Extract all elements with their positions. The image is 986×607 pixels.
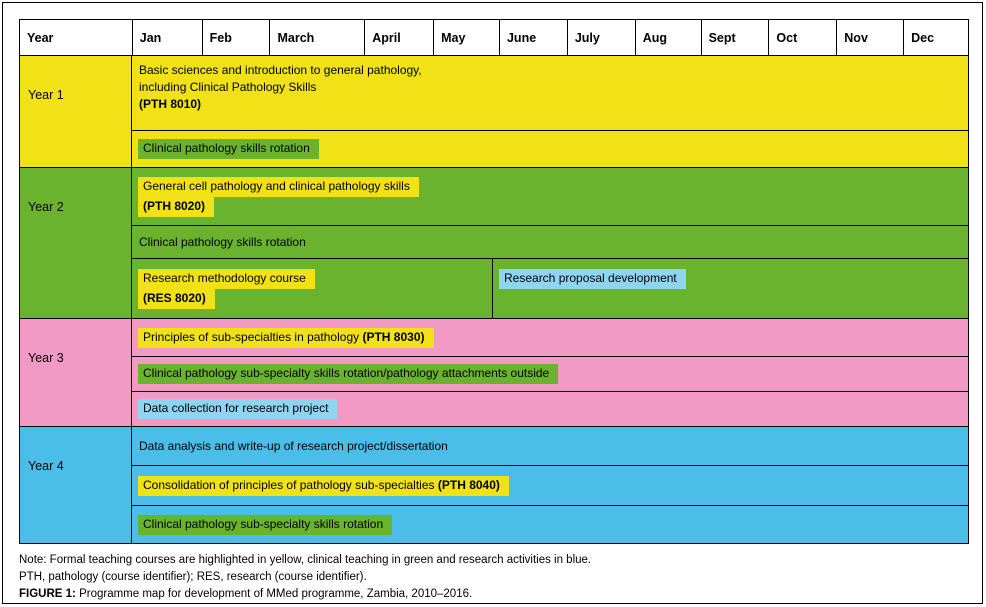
blue-highlight-bar: Research proposal development: [499, 269, 686, 289]
header-month-aug: Aug: [634, 20, 701, 55]
year-2-block: Year 2 General cell pathology and clinic…: [20, 167, 968, 318]
year4-subspecialty-rotation-row: Clinical pathology sub-specialty skills …: [132, 505, 968, 543]
course-text-line: Basic sciences and introduction to gener…: [139, 63, 422, 77]
header-month-june: June: [498, 20, 567, 55]
header-month-sept: Sept: [700, 20, 769, 55]
header-year: Year: [27, 30, 54, 45]
blue-highlight-bar: Data collection for research project: [138, 399, 338, 419]
course-text-line: General cell pathology and clinical path…: [143, 178, 410, 193]
yellow-highlight-bar: (PTH 8020): [138, 196, 215, 217]
yellow-highlight-bar: Consolidation of principles of pathology…: [138, 475, 509, 496]
year-3-label: Year 3: [20, 319, 132, 426]
figure-caption: FIGURE 1: Programme map for development …: [19, 586, 591, 603]
green-highlight-bar: Clinical pathology sub-specialty skills …: [138, 364, 559, 384]
header-month-nov: Nov: [836, 20, 903, 55]
year4-consolidation-row: Consolidation of principles of pathology…: [132, 465, 968, 505]
course-text-line: including Clinical Pathology Skills: [139, 80, 317, 94]
year-4-label: Year 4: [20, 427, 132, 543]
course-text-block: Basic sciences and introduction to gener…: [132, 56, 968, 113]
year3-principles-row: Principles of sub-specialties in patholo…: [132, 319, 968, 356]
green-highlight-bar: Clinical pathology sub-specialty skills …: [138, 514, 393, 535]
programme-map-table: Year Jan Feb March April May June July A…: [19, 19, 969, 544]
year2-general-cell-pathology-row: General cell pathology and clinical path…: [132, 168, 968, 225]
yellow-highlight-bar: General cell pathology and clinical path…: [138, 176, 419, 197]
year2-clinical-rotation-row: Clinical pathology skills rotation: [132, 225, 968, 258]
figure-notes: Note: Formal teaching courses are highli…: [19, 552, 591, 603]
yellow-highlight-bar: Principles of sub-specialties in patholo…: [138, 327, 434, 348]
research-methodology-cell: Research methodology course (RES 8020): [132, 259, 492, 318]
course-code: (PTH 8040): [437, 477, 500, 492]
figure-number: FIGURE 1:: [19, 588, 76, 600]
activity-text: Data analysis and write-up of research p…: [139, 439, 448, 453]
course-code: (RES 8020): [143, 290, 206, 305]
year1-basic-sciences-row: Basic sciences and introduction to gener…: [132, 56, 968, 130]
activity-text: Clinical pathology sub-specialty skills …: [143, 516, 384, 531]
activity-text: Clinical pathology skills rotation: [143, 141, 310, 155]
header-month-march: March: [269, 20, 364, 55]
year-1-block: Year 1 Basic sciences and introduction t…: [20, 56, 968, 167]
header-month-oct: Oct: [768, 20, 836, 55]
abbreviations-line: PTH, pathology (course identifier); RES,…: [19, 571, 367, 583]
year-2-label: Year 2: [20, 168, 132, 318]
yellow-highlight-bar: (RES 8020): [138, 288, 215, 309]
year1-clinical-rotation-row: Clinical pathology skills rotation: [132, 130, 968, 167]
year-3-block: Year 3 Principles of sub-specialties in …: [20, 318, 968, 426]
year-1-label: Year 1: [20, 56, 132, 167]
table-header-row: Year Jan Feb March April May June July A…: [20, 20, 968, 56]
header-month-july: July: [566, 20, 635, 55]
header-month-april: April: [364, 20, 433, 55]
course-text-line: Consolidation of principles of pathology…: [143, 477, 435, 492]
activity-text: Research proposal development: [504, 271, 677, 285]
activity-text: Clinical pathology sub-specialty skills …: [143, 366, 550, 380]
green-highlight-bar: Clinical pathology skills rotation: [138, 139, 319, 159]
activity-text: Data collection for research project: [143, 401, 329, 415]
course-text-line: Research methodology course: [143, 270, 306, 285]
yellow-highlight-bar: Research methodology course: [138, 268, 315, 289]
header-month-dec: Dec: [903, 20, 968, 55]
research-proposal-cell: Research proposal development: [492, 259, 968, 318]
header-month-feb: Feb: [201, 20, 270, 55]
year3-subspecialty-rotation-row: Clinical pathology sub-specialty skills …: [132, 356, 968, 391]
year3-data-collection-row: Data collection for research project: [132, 391, 968, 426]
header-month-may: May: [433, 20, 499, 55]
year2-research-row: Research methodology course (RES 8020) R…: [132, 258, 968, 318]
year-4-block: Year 4 Data analysis and write-up of res…: [20, 426, 968, 543]
course-code: (PTH 8010): [139, 97, 202, 111]
figure-caption-text: Programme map for development of MMed pr…: [79, 588, 473, 600]
note-line: Note: Formal teaching courses are highli…: [19, 554, 592, 566]
course-code: (PTH 8030): [362, 329, 425, 344]
year4-data-analysis-row: Data analysis and write-up of research p…: [132, 427, 968, 465]
course-code: (PTH 8020): [143, 198, 206, 213]
header-month-jan: Jan: [131, 20, 202, 55]
activity-text: Clinical pathology skills rotation: [139, 235, 306, 249]
course-text-line: Principles of sub-specialties in patholo…: [143, 329, 360, 344]
